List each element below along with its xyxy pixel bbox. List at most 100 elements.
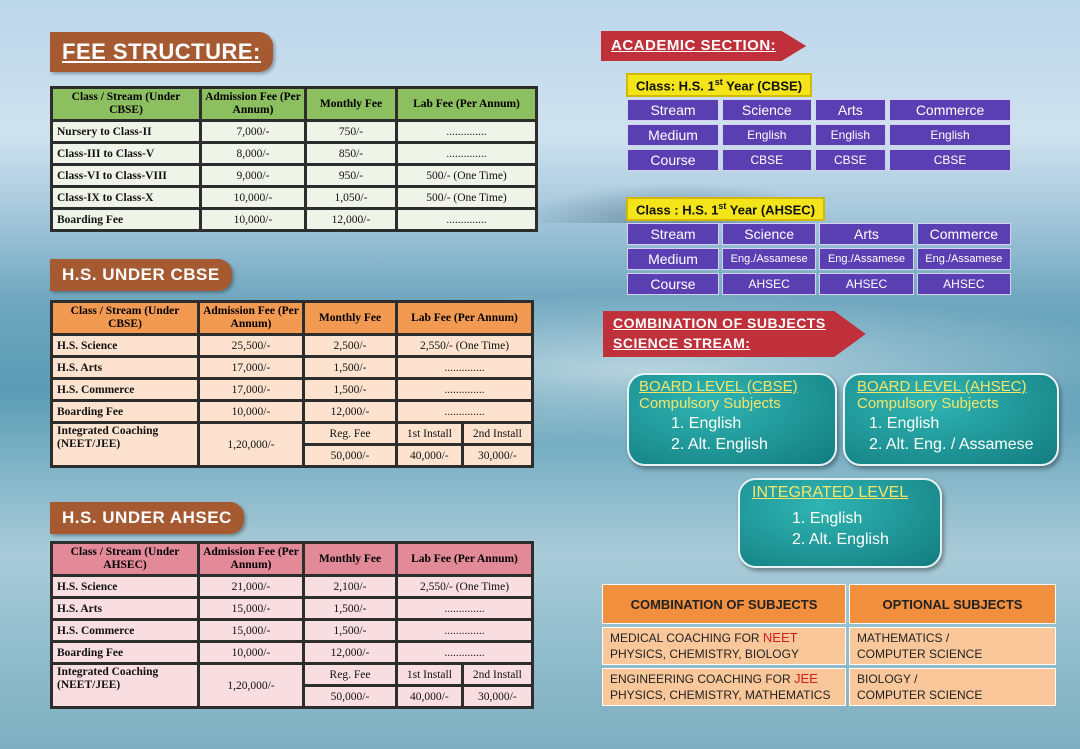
lab-fee: 2,550/- (One Time) xyxy=(398,336,531,355)
monthly-fee: 2,500/- xyxy=(305,336,395,355)
fee-structure-title: FEE STRUCTURE: xyxy=(50,32,273,72)
table-row: H.S. Commerce 15,000/- 1,500/- .........… xyxy=(53,621,531,640)
combination-title: COMBINATION OF SUBJECTS SCIENCE STREAM: xyxy=(603,311,866,357)
reg-fee-value: 50,000/- xyxy=(305,687,395,706)
table-row: H.S. Commerce 17,000/- 1,500/- .........… xyxy=(53,380,531,399)
lab-fee: 500/- (One Time) xyxy=(398,188,535,207)
reg-fee-label: Reg. Fee xyxy=(305,424,395,443)
table-row: Medium English English English xyxy=(627,124,1011,146)
table-row: Boarding Fee 10,000/- 12,000/- .........… xyxy=(53,402,531,421)
second-install-label: 2nd Install xyxy=(463,665,531,684)
row-label: Integrated Coaching (NEET/JEE) xyxy=(53,424,197,465)
table-row: H.S. Arts 15,000/- 1,500/- .............… xyxy=(53,599,531,618)
cell: AHSEC xyxy=(916,273,1011,295)
header-class-stream: Class / Stream (Under AHSEC) xyxy=(53,544,197,574)
row-label: H.S. Arts xyxy=(53,358,197,377)
lab-fee: .............. xyxy=(398,380,531,399)
monthly-fee: 12,000/- xyxy=(307,210,395,229)
combination-title-line2: SCIENCE STREAM: xyxy=(613,335,751,351)
table-row: Class-III to Class-V 8,000/- 850/- .....… xyxy=(53,144,535,163)
second-install-value: 30,000/- xyxy=(463,446,531,465)
admission-fee: 7,000/- xyxy=(202,122,304,141)
table-row: Stream Science Arts Commerce xyxy=(627,223,1011,245)
cell: Eng./Assamese xyxy=(819,248,914,270)
table-row: Boarding Fee 10,000/- 12,000/- .........… xyxy=(53,643,531,662)
cell: Arts xyxy=(819,223,914,245)
table-row: Course CBSE CBSE CBSE xyxy=(627,149,1011,171)
header-lab-fee: Lab Fee (Per Annum) xyxy=(398,303,531,333)
second-install-label: 2nd Install xyxy=(463,424,531,443)
combination-prefix: ENGINEERING COACHING FOR xyxy=(610,672,795,686)
combination-subjects: PHYSICS, CHEMISTRY, BIOLOGY xyxy=(610,647,799,661)
lab-fee: .............. xyxy=(398,402,531,421)
cell: Arts xyxy=(814,99,887,121)
ahsec-class-prefix: Class : H.S. 1 xyxy=(636,202,719,218)
admission-fee: 9,000/- xyxy=(202,166,304,185)
lab-fee: .............. xyxy=(398,599,531,618)
table-row: Class-VI to Class-VIII 9,000/- 950/- 500… xyxy=(53,166,535,185)
table-header-row: Class / Stream (Under CBSE) Admission Fe… xyxy=(53,303,531,333)
table-row: H.S. Science 21,000/- 2,100/- 2,550/- (O… xyxy=(53,577,531,596)
cell: Stream xyxy=(627,223,719,245)
combination-prefix: MEDICAL COACHING FOR xyxy=(610,631,763,645)
subject-item: 1. English xyxy=(671,415,742,432)
row-label: Class-IX to Class-X xyxy=(53,188,199,207)
fee-structure-table: Class / Stream (Under CBSE) Admission Fe… xyxy=(50,86,538,232)
academic-section-title: ACADEMIC SECTION: xyxy=(601,31,807,61)
row-label: H.S. Science xyxy=(53,336,197,355)
lab-fee: 500/- (One Time) xyxy=(398,166,535,185)
subject-item: 1. English xyxy=(869,415,940,432)
lab-fee: .............. xyxy=(398,122,535,141)
ahsec-academic-table: Stream Science Arts Commerce Medium Eng.… xyxy=(624,220,1014,298)
header-monthly-fee: Monthly Fee xyxy=(307,89,395,119)
ahsec-class-label: Class : H.S. 1st Year (AHSEC) xyxy=(626,197,826,222)
admission-fee: 1,20,000/- xyxy=(200,424,302,465)
header-combination: COMBINATION OF SUBJECTS xyxy=(602,584,846,624)
first-install-value: 40,000/- xyxy=(398,446,461,465)
table-row: ENGINEERING COACHING FOR JEE PHYSICS, CH… xyxy=(602,668,1056,706)
subject-item: 2. Alt. English xyxy=(671,436,768,453)
table-row: H.S. Arts 17,000/- 1,500/- .............… xyxy=(53,358,531,377)
admission-fee: 8,000/- xyxy=(202,144,304,163)
board-level-ahsec-subtitle: Compulsory Subjects xyxy=(857,395,999,412)
admission-fee: 25,500/- xyxy=(200,336,302,355)
table-row-coaching: Integrated Coaching (NEET/JEE) 1,20,000/… xyxy=(53,665,531,706)
cell: Eng./Assamese xyxy=(916,248,1011,270)
table-row: Course AHSEC AHSEC AHSEC xyxy=(627,273,1011,295)
monthly-fee: 850/- xyxy=(307,144,395,163)
lab-fee: .............. xyxy=(398,358,531,377)
admission-fee: 10,000/- xyxy=(202,188,304,207)
cbse-class-prefix: Class: H.S. 1 xyxy=(636,78,715,94)
board-level-cbse-subtitle: Compulsory Subjects xyxy=(639,395,781,412)
cell: CBSE xyxy=(889,149,1011,171)
optional-line1: BIOLOGY / xyxy=(857,672,918,686)
subjects-table: COMBINATION OF SUBJECTS OPTIONAL SUBJECT… xyxy=(599,581,1059,709)
cell: Commerce xyxy=(916,223,1011,245)
cell: CBSE xyxy=(722,149,812,171)
admission-fee: 10,000/- xyxy=(200,643,302,662)
admission-fee: 17,000/- xyxy=(200,380,302,399)
monthly-fee: 1,500/- xyxy=(305,621,395,640)
cell: CBSE xyxy=(814,149,887,171)
combination-title-line1: COMBINATION OF SUBJECTS xyxy=(613,315,826,331)
hs-cbse-title: H.S. UNDER CBSE xyxy=(50,259,232,291)
monthly-fee: 12,000/- xyxy=(305,402,395,421)
table-row: Stream Science Arts Commerce xyxy=(627,99,1011,121)
table-row: MEDICAL COACHING FOR NEET PHYSICS, CHEMI… xyxy=(602,627,1056,665)
monthly-fee: 1,050/- xyxy=(307,188,395,207)
table-header-row: Class / Stream (Under AHSEC) Admission F… xyxy=(53,544,531,574)
admission-fee: 15,000/- xyxy=(200,621,302,640)
monthly-fee: 950/- xyxy=(307,166,395,185)
subject-item: 2. Alt. Eng. / Assamese xyxy=(869,436,1034,453)
table-row: H.S. Science 25,500/- 2,500/- 2,550/- (O… xyxy=(53,336,531,355)
header-class-stream: Class / Stream (Under CBSE) xyxy=(53,89,199,119)
table-row: Nursery to Class-II 7,000/- 750/- ......… xyxy=(53,122,535,141)
row-label: H.S. Commerce xyxy=(53,380,197,399)
lab-fee: 2,550/- (One Time) xyxy=(398,577,531,596)
reg-fee-value: 50,000/- xyxy=(305,446,395,465)
monthly-fee: 1,500/- xyxy=(305,358,395,377)
hs-ahsec-table: Class / Stream (Under AHSEC) Admission F… xyxy=(50,541,534,709)
table-row-coaching: Integrated Coaching (NEET/JEE) 1,20,000/… xyxy=(53,424,531,465)
header-monthly-fee: Monthly Fee xyxy=(305,544,395,574)
subject-item: 2. Alt. English xyxy=(792,531,889,548)
